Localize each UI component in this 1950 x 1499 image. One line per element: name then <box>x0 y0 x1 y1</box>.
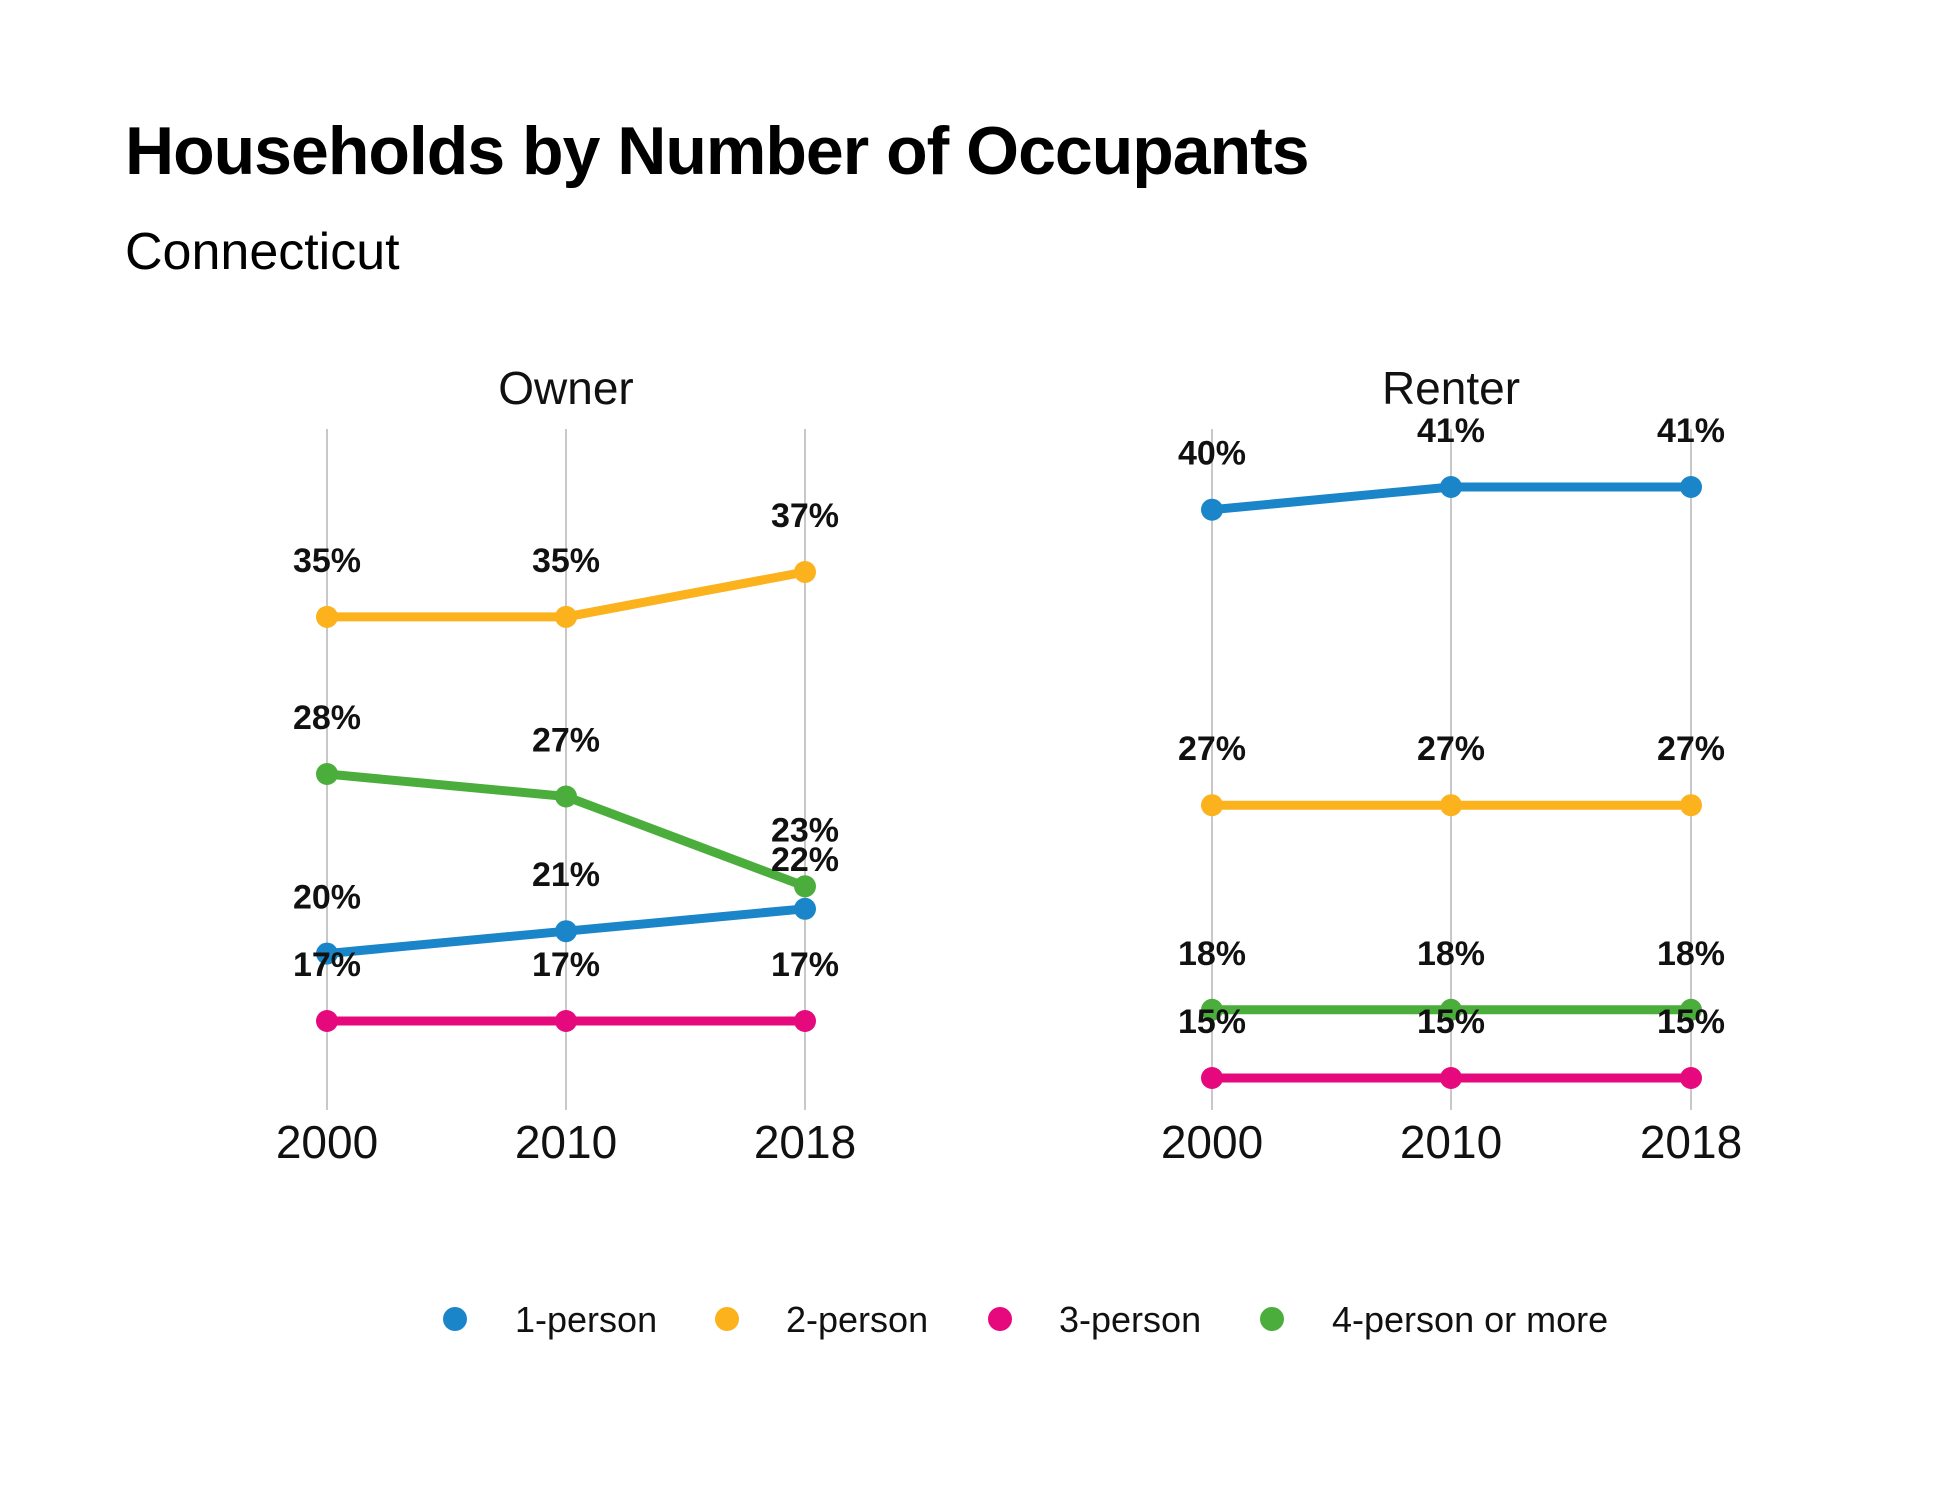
renter-point-2-person-2000 <box>1201 794 1223 817</box>
renter-data-label-4-person-or-more-2018: 18% <box>1657 935 1725 973</box>
owner-point-4-person-or-more-2018 <box>794 875 816 898</box>
renter-data-label-1-person-2018: 41% <box>1657 412 1725 450</box>
owner-x-tick-2010: 2010 <box>515 1116 617 1168</box>
owner-data-label-3-person-2000: 17% <box>293 946 361 984</box>
owner-point-1-person-2018 <box>794 897 816 920</box>
renter-data-label-4-person-or-more-2000: 18% <box>1178 935 1246 973</box>
renter-data-label-1-person-2000: 40% <box>1178 435 1246 473</box>
chart-title: Households by Number of Occupants <box>125 113 1310 189</box>
legend-marker-2-person <box>715 1307 739 1331</box>
owner-x-tick-2000: 2000 <box>276 1116 378 1168</box>
owner-point-3-person-2000 <box>316 1010 338 1032</box>
renter-point-3-person-2010 <box>1440 1067 1462 1089</box>
renter-point-3-person-2000 <box>1201 1067 1223 1089</box>
owner-data-label-4-person-or-more-2010: 27% <box>532 722 600 760</box>
renter-data-label-3-person-2000: 15% <box>1178 1003 1246 1041</box>
owner-panel-title: Owner <box>498 362 633 414</box>
renter-point-1-person-2000 <box>1201 498 1223 521</box>
owner-data-label-4-person-or-more-2000: 28% <box>293 699 361 737</box>
renter-data-label-2-person-2010: 27% <box>1417 730 1485 768</box>
chart-subtitle: Connecticut <box>125 223 400 281</box>
renter-data-label-2-person-2018: 27% <box>1657 730 1725 768</box>
legend-marker-4-person-or-more <box>1260 1307 1284 1331</box>
owner-point-4-person-or-more-2010 <box>555 785 577 808</box>
renter-panel-title: Renter <box>1382 362 1520 414</box>
renter-data-label-4-person-or-more-2010: 18% <box>1417 935 1485 973</box>
legend-label-3-person: 3-person <box>1059 1299 1201 1340</box>
renter-data-label-3-person-2018: 15% <box>1657 1003 1725 1041</box>
owner-x-tick-2018: 2018 <box>754 1116 856 1168</box>
renter-point-3-person-2018 <box>1680 1067 1702 1089</box>
renter-point-4-person-or-more-2000 <box>1201 998 1223 1021</box>
owner-point-2-person-2018 <box>794 561 816 583</box>
renter-point-1-person-2018 <box>1680 476 1702 498</box>
owner-point-1-person-2010 <box>555 920 577 943</box>
owner-point-3-person-2018 <box>794 1010 816 1032</box>
renter-point-4-person-or-more-2010 <box>1440 998 1462 1021</box>
owner-point-4-person-or-more-2000 <box>316 763 338 785</box>
legend-label-4-person-or-more: 4-person or more <box>1332 1299 1608 1340</box>
owner-data-label-1-person-2000: 20% <box>293 879 361 917</box>
owner-data-label-2-person-2000: 35% <box>293 542 361 580</box>
owner-data-label-3-person-2018: 17% <box>771 946 839 984</box>
legend-marker-3-person <box>988 1307 1012 1331</box>
owner-data-label-3-person-2010: 17% <box>532 946 600 984</box>
renter-x-tick-2000: 2000 <box>1161 1116 1263 1168</box>
owner-data-label-1-person-2018: 22% <box>771 841 839 879</box>
renter-data-label-3-person-2010: 15% <box>1417 1003 1485 1041</box>
owner-point-2-person-2010 <box>555 605 577 628</box>
owner-data-label-1-person-2010: 21% <box>532 856 600 894</box>
owner-data-label-2-person-2018: 37% <box>771 497 839 535</box>
legend-label-2-person: 2-person <box>786 1299 928 1340</box>
owner-point-3-person-2010 <box>555 1010 577 1032</box>
renter-data-label-2-person-2000: 27% <box>1178 730 1246 768</box>
renter-x-tick-2010: 2010 <box>1400 1116 1502 1168</box>
renter-x-tick-2018: 2018 <box>1640 1116 1742 1168</box>
renter-point-1-person-2010 <box>1440 476 1462 498</box>
legend-label-1-person: 1-person <box>515 1299 657 1340</box>
owner-point-1-person-2000 <box>316 942 338 965</box>
owner-point-2-person-2000 <box>316 605 338 628</box>
renter-point-2-person-2018 <box>1680 794 1702 817</box>
renter-point-2-person-2010 <box>1440 794 1462 817</box>
legend-marker-1-person <box>443 1307 467 1331</box>
owner-data-label-2-person-2010: 35% <box>532 542 600 580</box>
renter-data-label-1-person-2010: 41% <box>1417 412 1485 450</box>
renter-point-4-person-or-more-2018 <box>1680 998 1702 1021</box>
owner-data-label-4-person-or-more-2018: 23% <box>771 811 839 849</box>
